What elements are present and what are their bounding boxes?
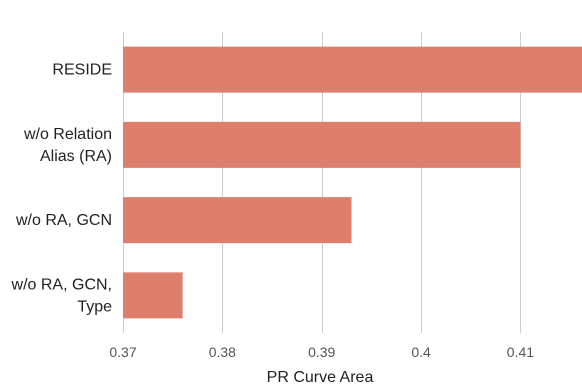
category-label: Alias (RA) [40, 148, 112, 165]
bar [123, 46, 582, 93]
x-tick-label: 0.41 [507, 344, 534, 360]
category-label: w/o RA, GCN, [11, 276, 112, 293]
bar [123, 121, 521, 168]
category-labels: RESIDE w/o Relation Alias (RA) w/o RA, GCN w… [11, 62, 113, 316]
category-label: w/o Relation [23, 126, 112, 143]
bar [123, 272, 183, 319]
category-label: Type [77, 298, 112, 315]
x-tick-label: 0.39 [308, 344, 335, 360]
x-axis-title: PR Curve Area [267, 369, 374, 385]
x-tick-label: 0.4 [411, 344, 431, 360]
bars [123, 46, 582, 319]
category-label: RESIDE [52, 62, 112, 79]
bar [123, 197, 352, 244]
x-tick-labels: 0.37 0.38 0.39 0.4 0.41 [109, 344, 534, 360]
category-label: w/o RA, GCN [15, 212, 112, 229]
x-tick-label: 0.37 [109, 344, 136, 360]
x-tick-label: 0.38 [209, 344, 236, 360]
